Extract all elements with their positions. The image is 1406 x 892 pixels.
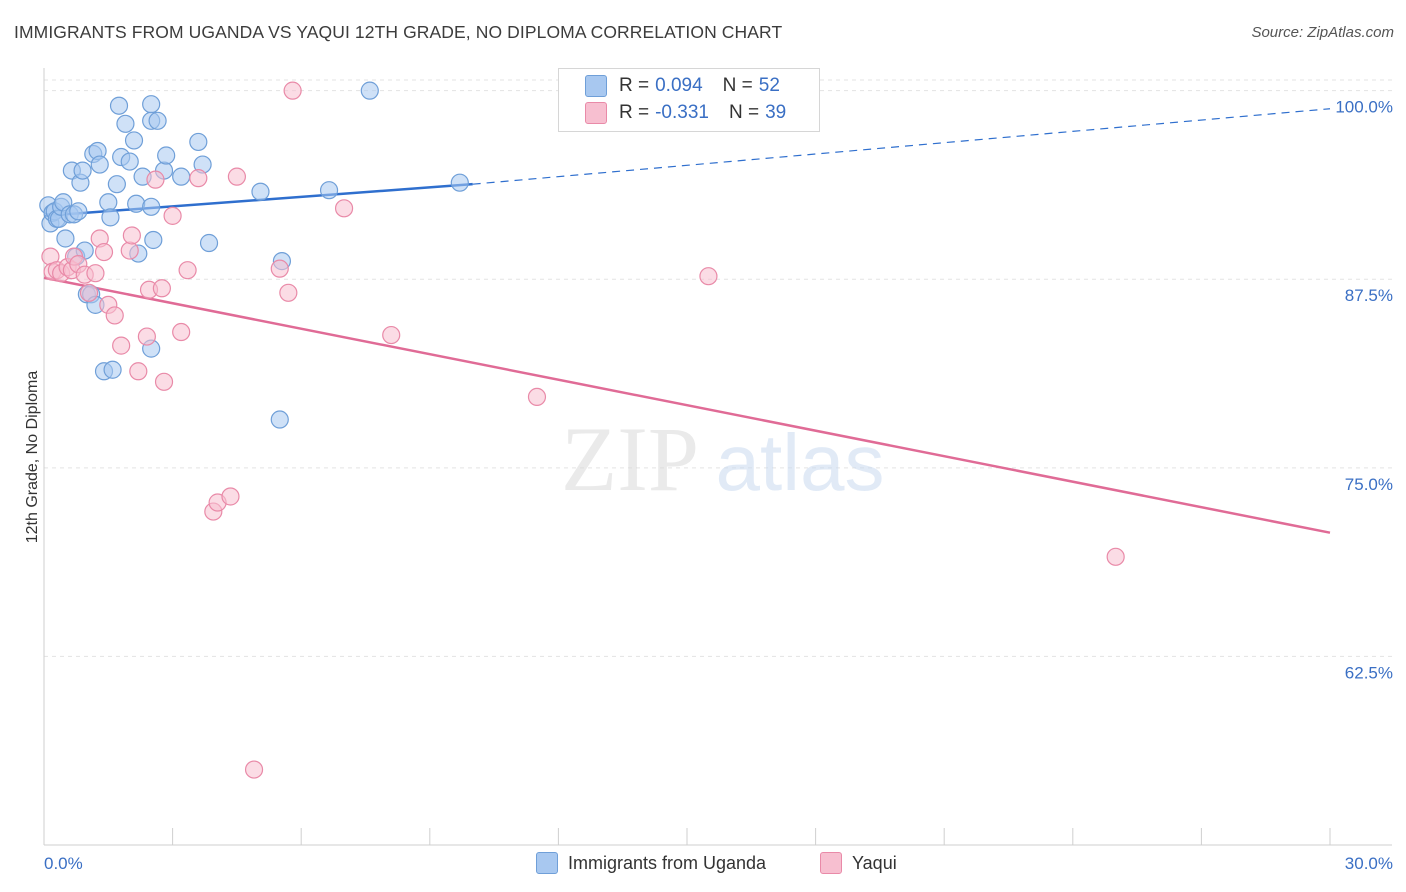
legend-row-uganda: R = 0.094 N = 52 [585, 74, 780, 98]
uganda-point [99, 193, 118, 212]
yaqui-point [105, 306, 124, 325]
x-tick-label: 30.0% [1345, 854, 1393, 873]
yaqui-point [227, 167, 246, 186]
yaqui-point [527, 387, 547, 407]
uganda-point [189, 132, 208, 152]
legend-n-value: 39 [765, 102, 787, 123]
yaqui-point [172, 322, 191, 342]
data-points [39, 81, 1125, 779]
yaqui-point [178, 261, 197, 280]
uganda-point [116, 114, 135, 133]
uganda-point [172, 167, 191, 186]
uganda-point [144, 230, 163, 250]
yaqui-point [382, 325, 401, 345]
yaqui-point [1106, 547, 1125, 566]
watermark-zip: ZIP [561, 408, 699, 510]
bottom-legend-label-uganda: Immigrants from Uganda [568, 852, 767, 873]
legend-r-value: 0.094 [655, 75, 703, 96]
yaqui-point [122, 226, 141, 245]
uganda-point [109, 96, 129, 115]
yaqui-point [152, 279, 171, 298]
y-tick-label: 100.0% [1335, 98, 1393, 117]
uganda-point [251, 182, 270, 201]
uganda-point [199, 233, 219, 253]
yaqui-point [189, 169, 208, 188]
bottom-legend-yaqui: Yaqui [820, 852, 897, 874]
yaqui-point [163, 206, 182, 225]
yaqui-point [279, 283, 298, 302]
legend-n-label: N = [722, 75, 753, 96]
yaqui-point [221, 487, 240, 506]
uganda-point [90, 155, 109, 174]
yaqui-point [129, 362, 148, 381]
bottom-legend-uganda: Immigrants from Uganda [536, 852, 766, 874]
source-label: Source: ZipAtlas.com [1251, 24, 1394, 41]
legend-r-label: R = [619, 75, 650, 96]
watermark: ZIP atlas [561, 408, 884, 510]
y-tick-label: 87.5% [1345, 286, 1393, 305]
uganda-point [450, 173, 469, 192]
uganda-point [101, 208, 120, 227]
uganda-point [319, 181, 339, 200]
bottom-legend-swatch-yaqui [820, 852, 842, 874]
yaqui-point [154, 372, 174, 391]
legend-r-label: R = [619, 102, 650, 123]
legend-r-value: -0.331 [655, 102, 709, 123]
yaqui-point [270, 259, 289, 278]
uganda-point [56, 229, 75, 248]
yaqui-trend-line [43, 276, 1331, 534]
legend-n-value: 52 [758, 75, 780, 96]
uganda-point [148, 111, 167, 130]
uganda-point [360, 81, 379, 100]
chart-title: IMMIGRANTS FROM UGANDA VS YAQUI 12TH GRA… [14, 22, 783, 42]
watermark-atlas: atlas [716, 418, 885, 507]
uganda-point [107, 175, 126, 194]
yaqui-point [699, 267, 718, 286]
yaqui-point [94, 242, 114, 262]
uganda-point [142, 95, 161, 114]
correlation-legend: R = 0.094 N = 52 R = -0.331 N = 39 [558, 68, 820, 132]
gridlines [44, 79, 1392, 657]
legend-row-yaqui: R = -0.331 N = 39 [585, 101, 786, 125]
yaqui-point [112, 336, 131, 355]
yaqui-point [244, 760, 264, 779]
yaqui-point [146, 170, 165, 189]
yaqui-point [86, 264, 105, 283]
yaqui-point [137, 327, 156, 346]
legend-swatch-yaqui [585, 102, 607, 124]
y-axis-label: 12th Grade, No Diploma [24, 370, 41, 544]
bottom-legend-label-yaqui: Yaqui [852, 852, 897, 873]
uganda-point [270, 410, 289, 429]
legend-n-label: N = [728, 102, 760, 123]
yaqui-point [120, 241, 139, 260]
uganda-trend-extension [472, 108, 1331, 185]
uganda-point [124, 131, 144, 150]
x-tick-labels: 0.0% 30.0% [44, 854, 1393, 873]
y-tick-label: 62.5% [1345, 663, 1393, 682]
uganda-point [120, 152, 139, 171]
legend-swatch-uganda [585, 75, 607, 97]
x-tick-label: 0.0% [44, 854, 83, 873]
y-tick-labels: 100.0% 87.5% 75.0% 62.5% [1335, 98, 1393, 683]
yaqui-point [334, 199, 354, 218]
uganda-point [157, 146, 176, 165]
y-tick-label: 75.0% [1345, 475, 1393, 494]
uganda-point [103, 360, 122, 379]
uganda-point [69, 202, 88, 221]
yaqui-point [283, 81, 302, 100]
yaqui-point [79, 283, 99, 302]
bottom-legend-swatch-uganda [536, 852, 558, 874]
uganda-point [127, 194, 146, 213]
uganda-point [73, 161, 92, 180]
uganda-point [142, 197, 161, 216]
